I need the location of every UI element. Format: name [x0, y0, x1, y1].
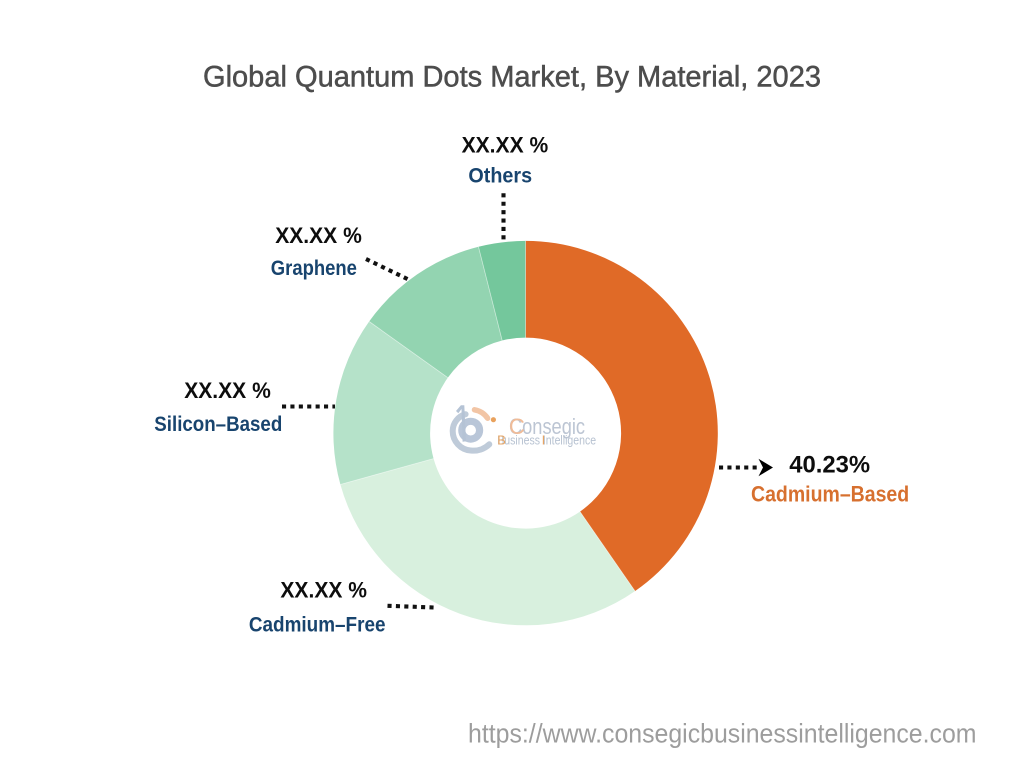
svg-text:Consegic: Consegic: [509, 414, 585, 439]
svg-text:C: C: [509, 414, 525, 439]
svg-text:Cadmium–Free: Cadmium–Free: [249, 612, 386, 636]
svg-text:XX.XX %: XX.XX %: [462, 132, 549, 157]
svg-text:B: B: [497, 433, 506, 448]
svg-text:https://www.consegicbusinessin: https://www.consegicbusinessintelligence…: [468, 719, 977, 749]
svg-text:XX.XX %: XX.XX %: [275, 223, 362, 248]
svg-text:40.23%: 40.23%: [789, 452, 870, 479]
svg-text:Cadmium–Based: Cadmium–Based: [751, 482, 909, 507]
svg-text:Business Intelligence: Business Intelligence: [497, 433, 596, 448]
svg-text:XX.XX %: XX.XX %: [280, 578, 367, 603]
svg-text:Others: Others: [468, 164, 532, 188]
svg-text:Global Quantum Dots Market, By: Global Quantum Dots Market, By Material,…: [203, 61, 821, 94]
svg-text:Silicon–Based: Silicon–Based: [154, 412, 282, 436]
svg-text:Graphene: Graphene: [271, 256, 357, 280]
svg-text:I: I: [542, 433, 546, 448]
svg-text:XX.XX %: XX.XX %: [184, 378, 271, 403]
